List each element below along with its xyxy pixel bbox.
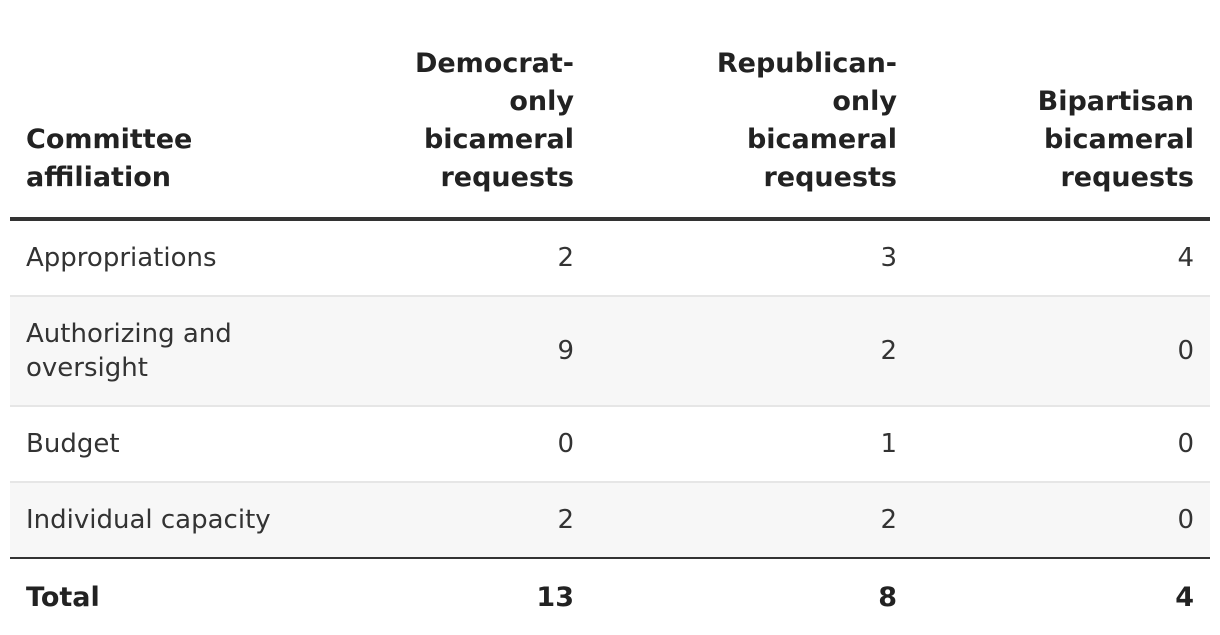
bipartisan-cell: 0 — [913, 296, 1210, 407]
column-header-republican-only: Republican-only bicameral requests — [590, 0, 913, 221]
row-label: Authorizing and oversight — [10, 296, 330, 407]
bipartisan-cell: 4 — [913, 219, 1210, 297]
republican-only-cell: 3 — [590, 219, 913, 297]
republican-only-cell: 2 — [590, 296, 913, 407]
democrat-only-cell: 9 — [330, 296, 590, 407]
row-label: Individual capacity — [10, 482, 330, 559]
republican-only-total: 8 — [878, 581, 897, 613]
bipartisan-cell: 0 — [913, 482, 1210, 559]
total-label: Total — [26, 581, 100, 613]
column-header-democrat-only: Democrat-only bicameral requests — [330, 0, 590, 221]
democrat-only-total: 13 — [536, 581, 574, 613]
data-table-container: Committee affiliation Democrat-only bica… — [10, 0, 1210, 635]
table-row: Authorizing and oversight 9 2 0 — [10, 296, 1210, 407]
table-footer: Total 13 8 4 — [10, 558, 1210, 635]
bipartisan-cell: 0 — [913, 406, 1210, 483]
row-label: Appropriations — [10, 219, 330, 297]
header-row: Committee affiliation Democrat-only bica… — [10, 0, 1210, 221]
democrat-only-cell: 0 — [330, 406, 590, 483]
bipartisan-total: 4 — [1175, 581, 1194, 613]
table-row: Budget 0 1 0 — [10, 406, 1210, 483]
democrat-only-cell: 2 — [330, 482, 590, 559]
table-row: Individual capacity 2 2 0 — [10, 482, 1210, 559]
total-row: Total 13 8 4 — [10, 558, 1210, 635]
democrat-only-cell: 2 — [330, 219, 590, 297]
table-header: Committee affiliation Democrat-only bica… — [10, 0, 1210, 221]
republican-only-cell: 2 — [590, 482, 913, 559]
column-header-committee-affiliation: Committee affiliation — [10, 0, 330, 221]
committee-requests-table: Committee affiliation Democrat-only bica… — [10, 0, 1210, 635]
row-label: Budget — [10, 406, 330, 483]
republican-only-cell: 1 — [590, 406, 913, 483]
table-body: Appropriations 2 3 4 Authorizing and ove… — [10, 219, 1210, 559]
table-row: Appropriations 2 3 4 — [10, 219, 1210, 297]
column-header-bipartisan: Bipartisan bicameral requests — [913, 0, 1210, 221]
